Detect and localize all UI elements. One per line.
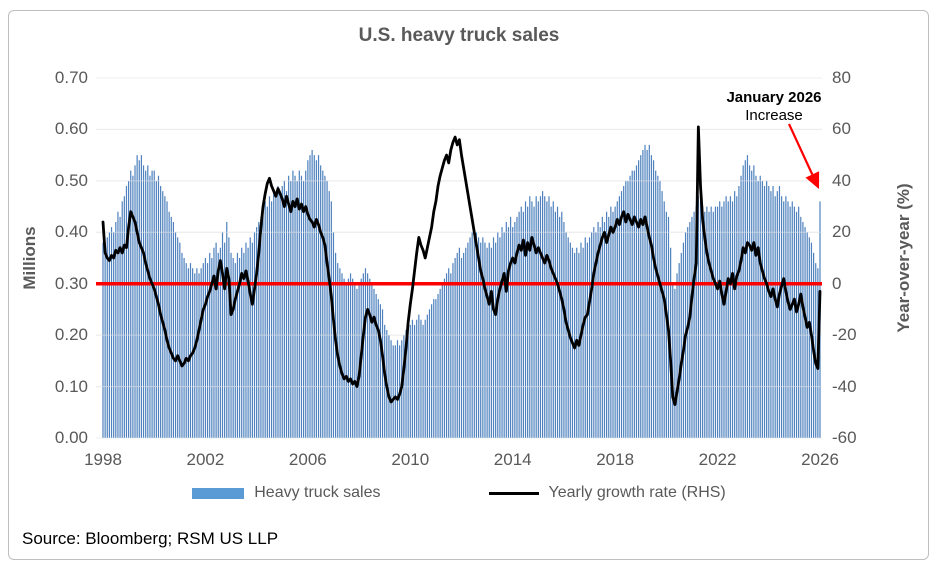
left-tick-label: 0.50 xyxy=(54,170,88,190)
legend-label-growth: Yearly growth rate (RHS) xyxy=(548,484,726,501)
x-tick-label: 2010 xyxy=(391,450,430,469)
right-tick-label: -20 xyxy=(832,325,857,345)
x-tick-label: 1998 xyxy=(84,450,122,469)
legend: Heavy truck sales Yearly growth rate (RH… xyxy=(96,484,822,502)
annotation-title: January 2026 xyxy=(726,89,822,106)
legend-label-sales: Heavy truck sales xyxy=(254,484,381,501)
left-axis-title: Millions xyxy=(20,226,39,290)
left-tick-label: 0.70 xyxy=(54,68,88,87)
growth-line xyxy=(101,125,822,407)
right-tick-label: 20 xyxy=(832,222,851,242)
x-tick-label: 2026 xyxy=(801,450,839,469)
x-tick-label: 2014 xyxy=(493,450,532,469)
chart-title: U.S. heavy truck sales xyxy=(358,25,560,46)
right-axis-title: Year-over-year (%) xyxy=(894,183,913,333)
source-note: Source: Bloomberg; RSM US LLP xyxy=(22,529,279,548)
annotation-subtitle: Increase xyxy=(745,107,803,124)
right-tick-label: 40 xyxy=(832,170,851,190)
annotation-arrowhead-icon xyxy=(805,171,820,189)
line-swatch-icon xyxy=(488,491,539,495)
right-tick-label: 0 xyxy=(832,273,842,293)
x-tick-label: 2002 xyxy=(186,450,225,469)
annotation-arrow xyxy=(788,123,814,175)
legend-item-growth: Yearly growth rate (RHS) xyxy=(488,484,726,502)
annotation: January 2026 Increase xyxy=(716,89,832,125)
left-tick-label: 0.40 xyxy=(54,222,88,242)
left-tick-label: 0.00 xyxy=(54,428,88,447)
x-tick-label: 2022 xyxy=(698,450,737,469)
right-tick-label: 60 xyxy=(832,119,851,139)
legend-item-sales: Heavy truck sales xyxy=(192,484,381,502)
left-tick-label: 0.10 xyxy=(54,376,88,396)
bar-swatch-icon xyxy=(192,487,245,499)
x-tick-label: 2018 xyxy=(596,450,635,469)
right-tick-label: -40 xyxy=(832,376,857,396)
left-tick-label: 0.20 xyxy=(54,325,88,345)
right-tick-label: 80 xyxy=(832,68,851,87)
right-tick-label: -60 xyxy=(832,428,857,447)
figure-border xyxy=(8,10,929,560)
left-tick-label: 0.60 xyxy=(54,119,88,139)
x-tick-label: 2006 xyxy=(288,450,327,469)
left-tick-label: 0.30 xyxy=(54,273,88,293)
